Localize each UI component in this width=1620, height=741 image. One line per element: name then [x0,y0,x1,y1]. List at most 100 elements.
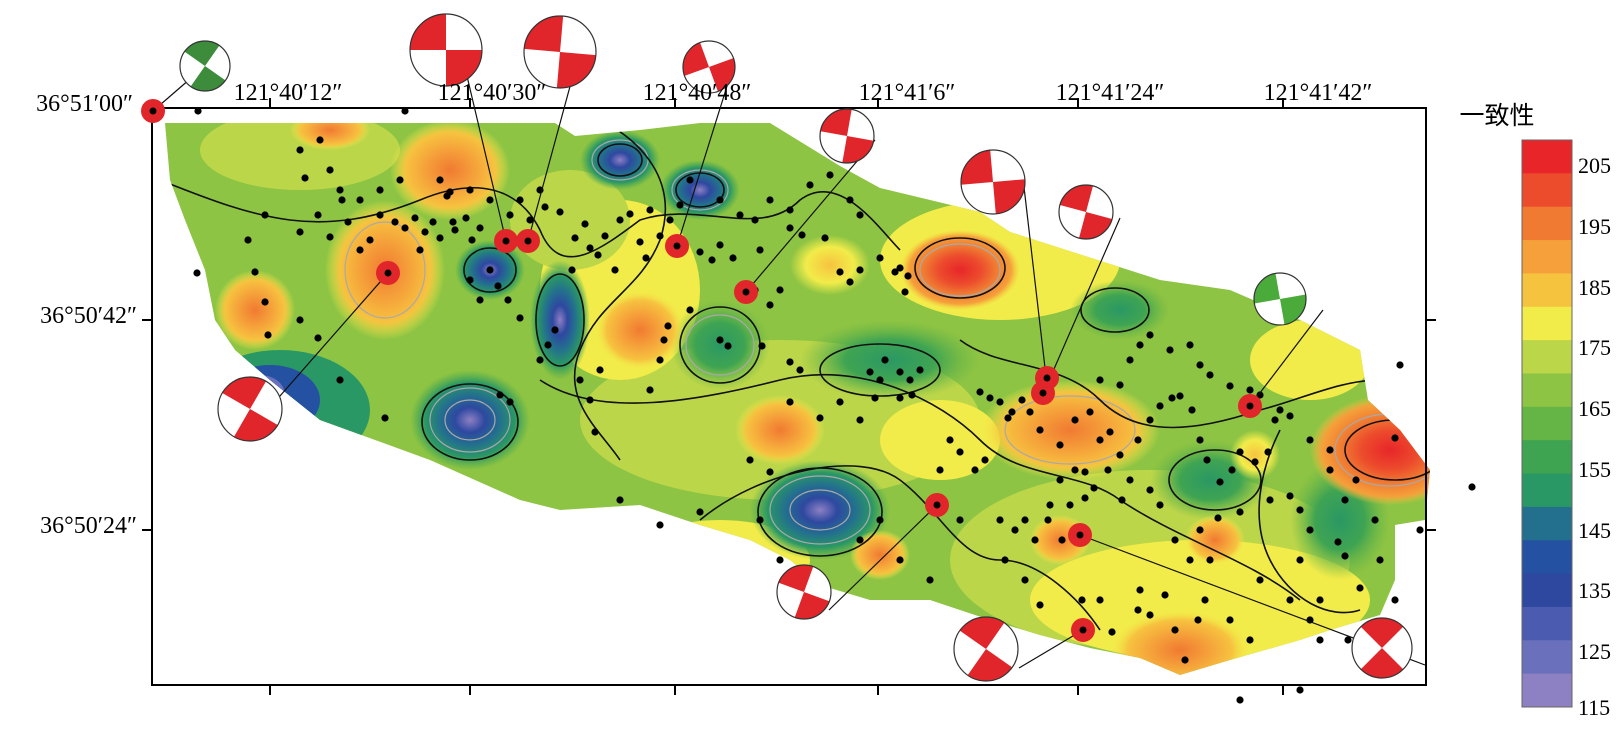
beachball-symbol [776,564,832,620]
station-dot [786,224,794,232]
station-dot [1011,526,1019,534]
station-dot [666,216,674,224]
station-dot [926,576,934,584]
station-dot [1116,381,1124,389]
station-dot [1226,616,1234,624]
station-dot [1168,394,1176,402]
lat-label-1: 36°51′00″ [36,91,133,117]
legend-tick-195: 195 [1578,214,1611,239]
beachball-symbol [1253,272,1307,326]
station-dot [1306,526,1314,534]
station-dot [462,214,470,222]
longitude-labels: 121°40′12″ 121°40′30″ 121°40′48″ 121°41′… [234,80,1373,106]
legend-tick-125: 125 [1578,639,1611,664]
lat-label-2: 36°50′42″ [40,303,137,329]
station-dot [1286,412,1294,420]
station-dot [901,288,909,296]
lon-label-5: 121°41′24″ [1056,80,1165,106]
station-dot [1201,596,1209,604]
station-dot [396,176,404,184]
legend-color-step [1522,640,1572,675]
station-dot [1196,526,1204,534]
station-dot [656,232,664,240]
station-dot [1134,606,1142,614]
station-dot [1214,514,1222,522]
station-dot [251,268,259,276]
station-dot [338,196,346,204]
station-dot [1096,376,1104,384]
station-dot [891,268,899,276]
station-dot [996,516,1004,524]
station-dot [1116,451,1124,459]
beachball-symbol [179,40,231,92]
station-dot [1104,466,1112,474]
station-dot [836,398,844,406]
station-dot [1081,468,1089,476]
station-dot [326,166,334,174]
station-dot [729,254,737,262]
station-dot [1096,596,1104,604]
station-dot [1196,361,1204,369]
station-dot [376,186,384,194]
lon-label-6: 121°41′42″ [1264,80,1373,106]
station-dot [1071,416,1079,424]
station-dot [956,516,964,524]
station-dot [1271,416,1279,424]
station-dot [366,236,374,244]
station-dot [856,536,864,544]
station-dot [506,398,514,406]
station-dot [1276,406,1284,414]
station-dot [716,241,724,249]
legend-color-step [1522,240,1572,274]
station-dot [1206,371,1214,379]
station-dot [601,232,609,240]
station-dot [1146,611,1154,619]
legend-tick-165: 165 [1578,396,1611,421]
station-dot [1146,331,1154,339]
station-dot [1344,636,1352,644]
station-dot [436,176,444,184]
station-dot [856,266,864,274]
station-dot [1306,436,1314,444]
station-dot [1108,628,1116,636]
station-dot [906,376,914,384]
station-dot [1296,556,1304,564]
station-dot [1046,501,1054,509]
station-dot [1136,341,1144,349]
station-dot [194,107,202,115]
station-dot [356,196,364,204]
station-dot [193,269,201,277]
station-dot [1118,496,1126,504]
station-dot [1134,436,1142,444]
station-dot [244,236,252,244]
station-dot [1036,601,1044,609]
station-dot [1396,361,1404,369]
legend-tick-135: 135 [1578,578,1611,603]
station-dot [1058,536,1066,544]
station-dot [466,276,474,284]
station-dot [971,466,979,474]
legend-color-step [1522,473,1572,508]
station-dot [401,224,409,232]
station-dot [1341,552,1349,560]
station-dot [986,394,994,402]
legend-color-bar [1522,140,1572,708]
station-dot [896,394,904,402]
station-dot [1026,408,1034,416]
station-dot [1106,428,1114,436]
station-dot [876,516,884,524]
station-dot [1008,408,1016,416]
station-dot [1316,596,1324,604]
station-dot [506,211,514,219]
station-dot [798,231,806,239]
station-dot [591,428,599,436]
station-dot [1236,448,1244,456]
station-dot [611,266,619,274]
lon-label-2: 121°40′30″ [438,80,547,106]
station-dot [1194,616,1202,624]
station-dot [1296,686,1304,694]
station-dot [896,368,904,376]
station-dot [1071,466,1079,474]
station-dot [904,272,912,280]
